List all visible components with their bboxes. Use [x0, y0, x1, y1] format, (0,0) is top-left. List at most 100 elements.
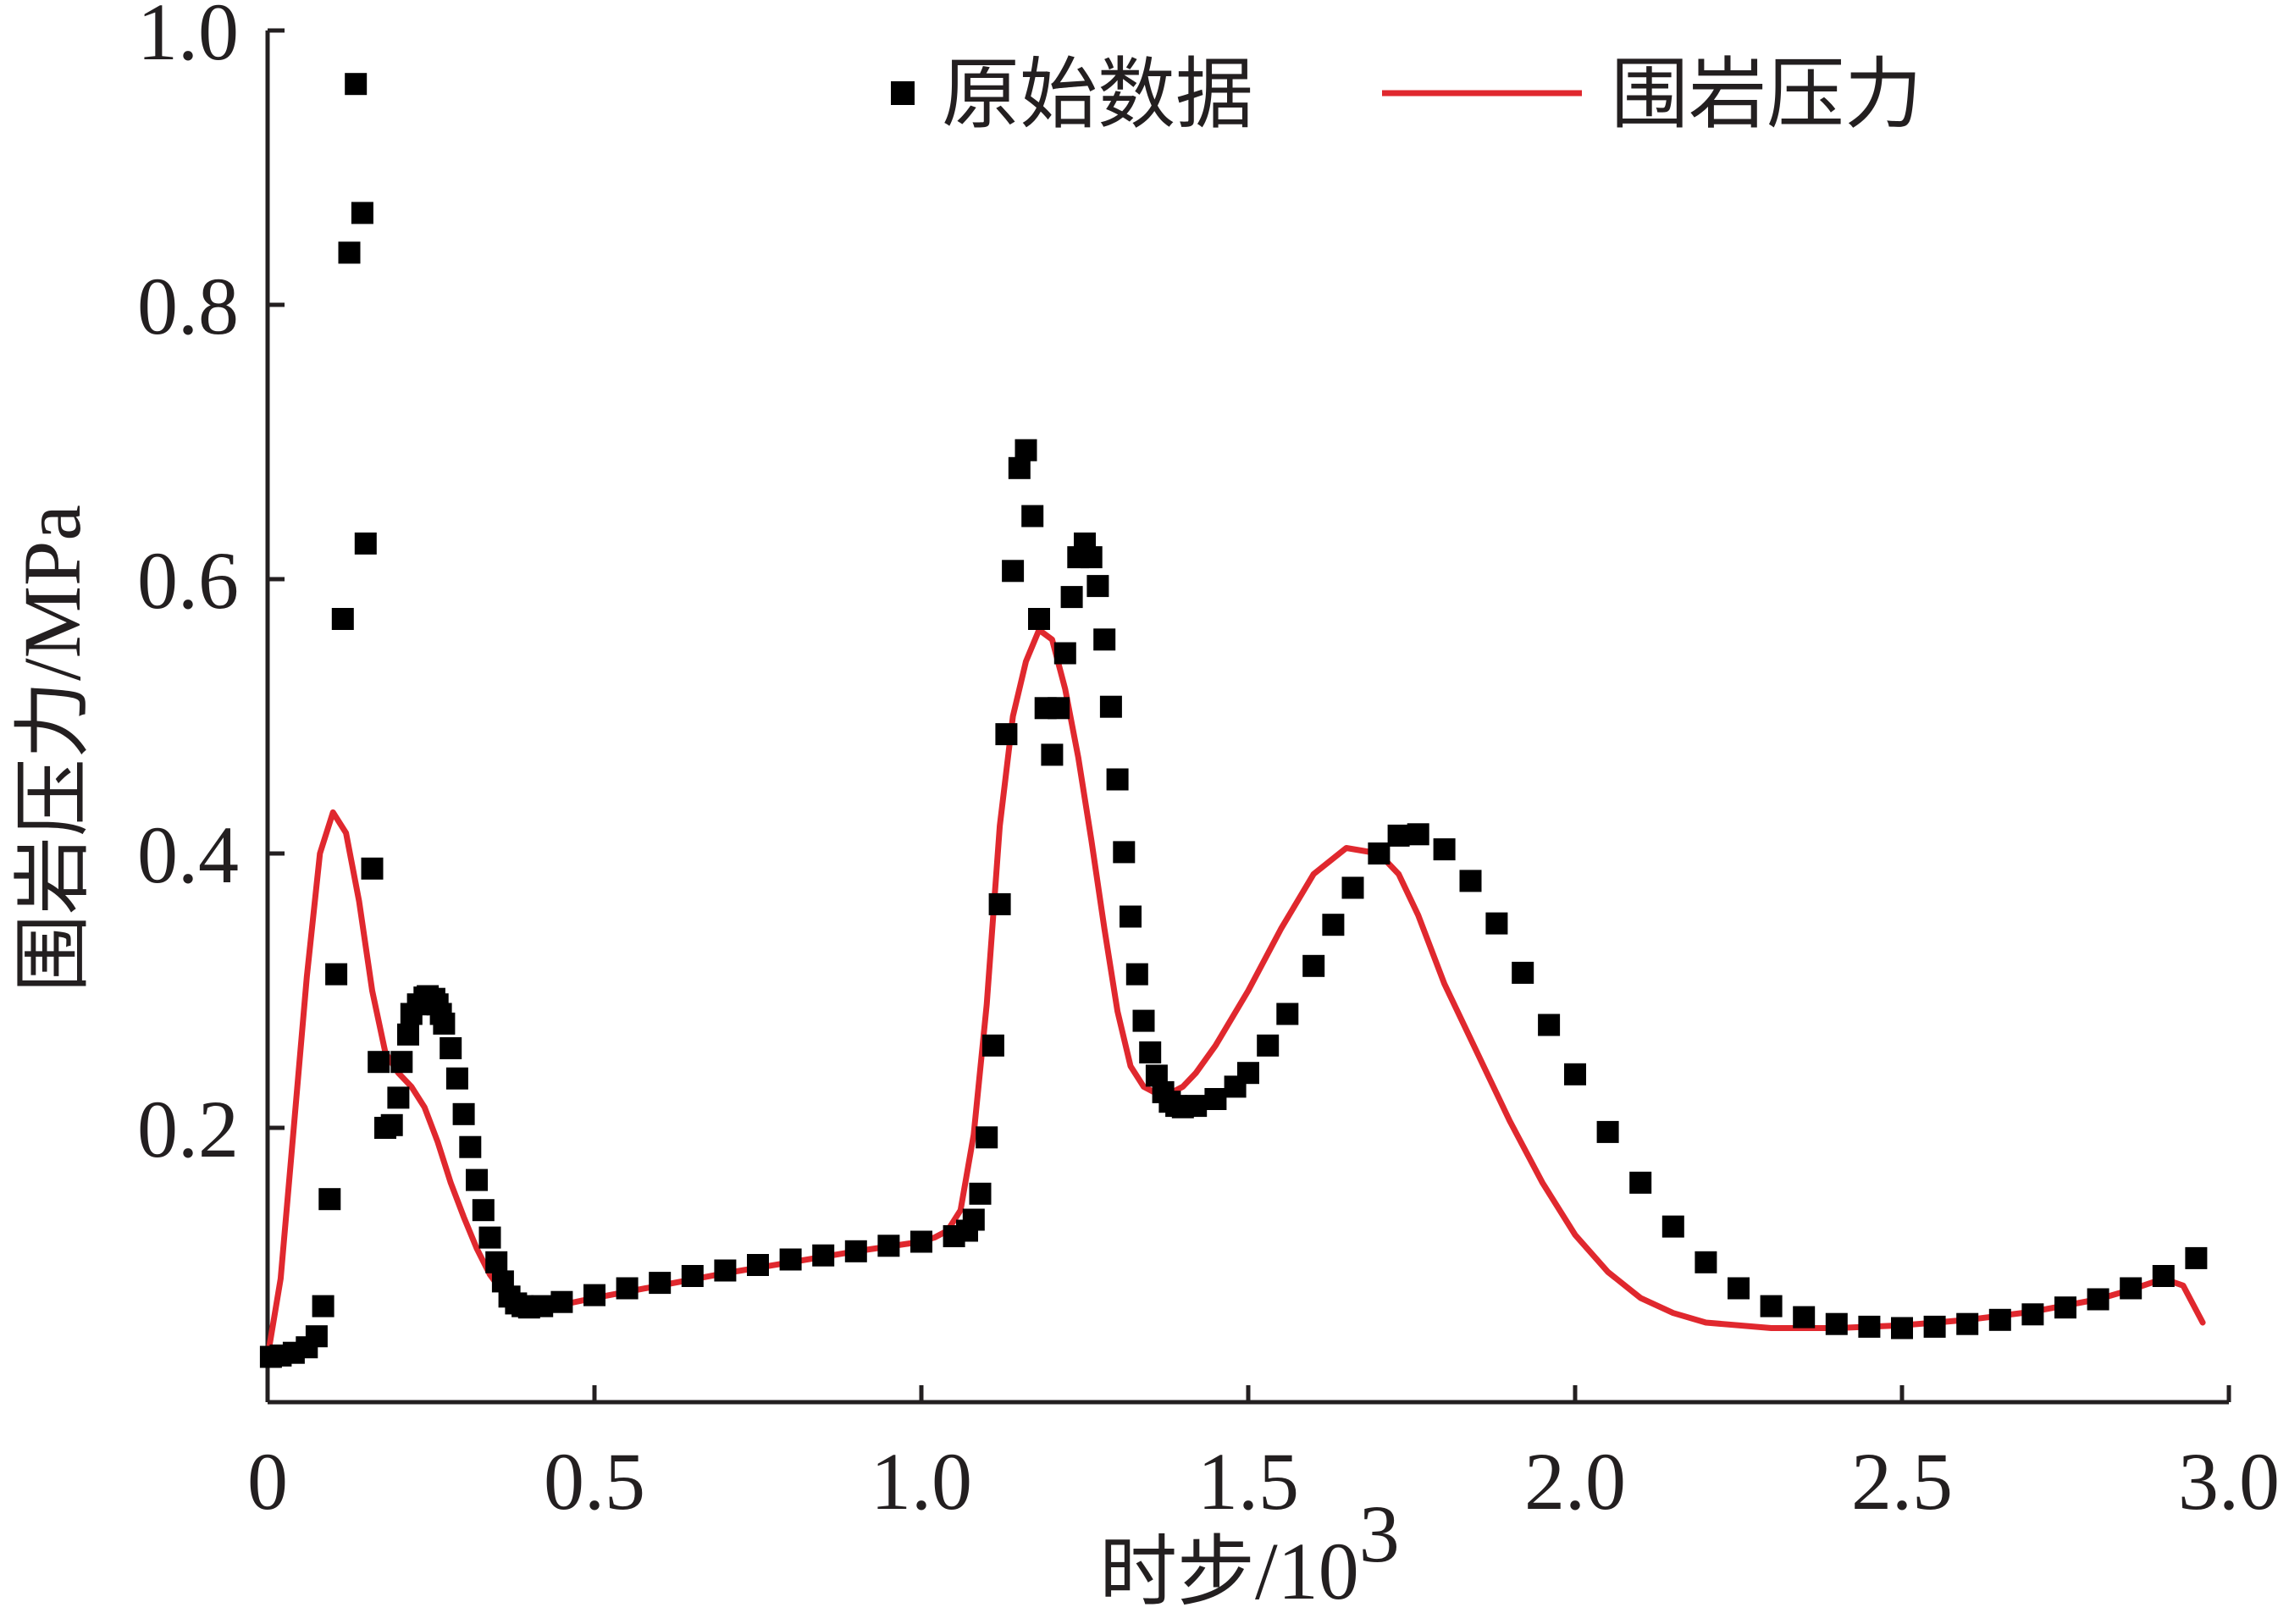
data-point [1041, 743, 1064, 766]
data-point [1728, 1277, 1750, 1300]
x-axis-title-unit: /10 [1255, 1526, 1359, 1616]
legend-label-fit-line: 围岩压力 [1611, 49, 1922, 140]
y-tick-label: 1.0 [137, 0, 239, 77]
data-point [1988, 1308, 2011, 1331]
data-point [910, 1230, 932, 1253]
data-point [1387, 824, 1410, 847]
y-tick-label: 0.4 [137, 809, 239, 900]
data-point [1080, 546, 1103, 569]
y-tick-label: 0.6 [137, 535, 239, 626]
svg-text:时步/103: 时步/103 [1099, 1489, 1400, 1617]
data-point [844, 1240, 867, 1262]
data-point [433, 1012, 456, 1035]
data-point [452, 1102, 475, 1125]
x-axis-title-cn: 时步 [1099, 1527, 1255, 1617]
data-point [714, 1259, 737, 1282]
data-point [1060, 586, 1083, 609]
data-point [1021, 505, 1044, 528]
data-point [390, 1051, 413, 1074]
data-point [1368, 842, 1391, 864]
data-point [1956, 1312, 1979, 1335]
data-point [397, 1023, 419, 1046]
data-point [485, 1251, 508, 1273]
svg-text:围岩压力/MPa: 围岩压力/MPa [7, 505, 98, 992]
data-point [331, 608, 354, 630]
data-point [2021, 1303, 2044, 1326]
data-point [1825, 1312, 1848, 1335]
data-point [531, 1295, 554, 1317]
data-point [1015, 439, 1037, 461]
data-point [478, 1226, 501, 1249]
data-point [351, 202, 373, 224]
data-point [1185, 1095, 1208, 1118]
x-tick-label: 0 [247, 1436, 288, 1527]
data-point [583, 1284, 605, 1306]
data-point [1485, 912, 1508, 935]
data-point [988, 892, 1011, 915]
data-point [2120, 1277, 2142, 1300]
data-point [472, 1199, 495, 1222]
data-point [1858, 1315, 1881, 1338]
data-point [1538, 1014, 1561, 1036]
data-point [976, 1126, 998, 1149]
data-point [1086, 575, 1109, 598]
x-tick-label: 3.0 [2178, 1436, 2280, 1527]
data-point [387, 1086, 410, 1109]
data-point [1113, 841, 1136, 864]
data-point [969, 1182, 992, 1205]
data-point [1257, 1034, 1280, 1057]
y-axis-title: 围岩压力/MPa [7, 505, 98, 992]
data-point [354, 532, 377, 555]
data-point [1099, 695, 1122, 718]
data-point [1695, 1251, 1717, 1273]
data-point [1204, 1088, 1227, 1110]
data-point [1512, 961, 1534, 984]
data-point [318, 1188, 341, 1211]
y-axis-title-cn: 围岩压力 [8, 681, 98, 992]
data-point [1132, 1009, 1155, 1032]
data-point [1028, 608, 1050, 630]
data-point [1322, 914, 1345, 936]
y-axis-title-unit: /MPa [7, 505, 97, 681]
data-point [312, 1295, 335, 1317]
legend-label-raw-data: 原始数据 [942, 49, 1253, 140]
data-point [1125, 963, 1148, 986]
data-point [812, 1244, 835, 1267]
data-point [1459, 870, 1482, 892]
x-tick-label: 2.5 [1851, 1436, 1953, 1527]
fit-line-group [264, 627, 2206, 1360]
scatter-points [259, 73, 2208, 1368]
data-point [1661, 1215, 1684, 1238]
data-point [649, 1272, 672, 1295]
data-point [1760, 1295, 1783, 1317]
data-point [361, 857, 384, 880]
data-point [2087, 1288, 2109, 1311]
data-point [1407, 823, 1429, 846]
data-point [1564, 1063, 1586, 1085]
data-point [1120, 905, 1142, 928]
series-line-surrounding-rock-pressure [264, 627, 2206, 1360]
data-point [1276, 1003, 1299, 1025]
data-point [1302, 954, 1325, 977]
data-point [550, 1290, 573, 1313]
legend: 原始数据 围岩压力 [891, 49, 1922, 140]
x-tick-label: 1.5 [1197, 1436, 1299, 1527]
data-point [981, 1034, 1004, 1057]
data-point [368, 1051, 390, 1074]
x-tick-label: 1.0 [871, 1436, 972, 1527]
data-point [1139, 1041, 1162, 1063]
data-point [1093, 628, 1116, 651]
data-point [962, 1208, 985, 1231]
data-point [779, 1248, 802, 1271]
y-tick-label: 0.8 [137, 261, 239, 351]
data-point [440, 1037, 462, 1059]
x-axis-title: 时步/103 [1099, 1489, 1400, 1617]
data-point [1629, 1171, 1652, 1194]
axes [265, 30, 2229, 1405]
data-point [2152, 1265, 2175, 1287]
y-tick-label: 0.2 [137, 1084, 239, 1174]
legend-marker-raw-data [891, 81, 915, 105]
y-ticks: 0.2 0.4 0.6 0.8 1.0 [137, 0, 285, 1174]
data-point [466, 1168, 488, 1191]
